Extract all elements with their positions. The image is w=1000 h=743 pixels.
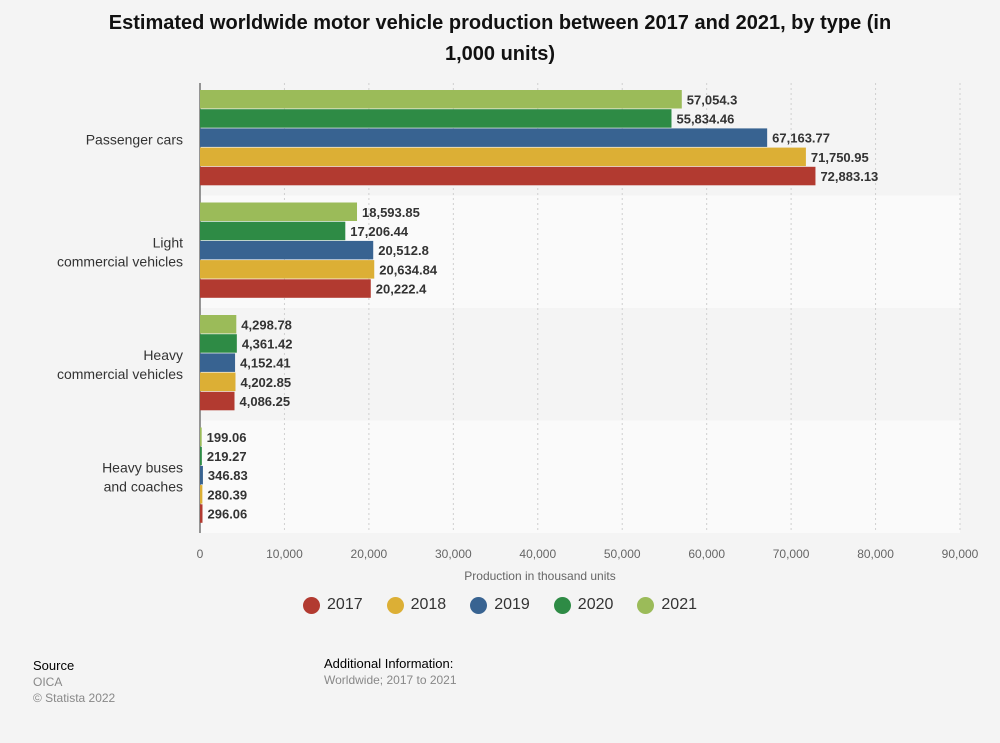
data-label: 4,086.25 — [240, 394, 291, 409]
category-label: Heavy buses and coaches — [102, 459, 183, 494]
data-label: 20,222.4 — [376, 282, 427, 297]
legend-label: 2020 — [577, 596, 614, 613]
x-tick-label: 60,000 — [688, 547, 725, 561]
data-label: 17,206.44 — [350, 224, 409, 239]
bar-2018 — [200, 485, 203, 504]
data-label: 280.39 — [207, 487, 247, 502]
category-label: Heavy commercial vehicles — [57, 347, 183, 382]
x-tick-label: 70,000 — [773, 547, 810, 561]
data-label: 20,634.84 — [379, 262, 438, 277]
legend-item-2017[interactable]: 2017 — [303, 596, 363, 614]
data-label: 219.27 — [207, 449, 247, 464]
additional-info-heading[interactable]: Additional Information: — [324, 656, 454, 671]
category-label-line: Passenger cars — [86, 131, 183, 147]
category-label-line: commercial vehicles — [57, 366, 183, 382]
category-band — [200, 308, 960, 421]
legend-item-2018[interactable]: 2018 — [386, 596, 447, 614]
legend-label: 2021 — [661, 596, 697, 613]
category-label-line: Heavy — [143, 347, 183, 363]
data-label: 20,512.8 — [378, 243, 429, 258]
data-label: 67,163.77 — [772, 131, 830, 146]
legend-marker-icon — [303, 596, 321, 614]
bar-2018 — [200, 147, 806, 167]
bar-2018 — [200, 260, 375, 279]
data-label: 4,361.42 — [242, 336, 293, 351]
bar-2017 — [200, 391, 235, 411]
data-label: 199.06 — [207, 430, 247, 445]
x-tick-label: 20,000 — [351, 547, 388, 561]
x-tick-label: 10,000 — [266, 547, 303, 561]
data-label: 346.83 — [208, 468, 248, 483]
category-label-line: commercial vehicles — [57, 253, 183, 269]
source-name[interactable]: OICA — [33, 675, 63, 689]
bar-2019 — [200, 128, 768, 147]
category-label: Passenger cars — [86, 131, 183, 147]
bar-2019 — [200, 353, 236, 372]
bar-2020 — [200, 446, 202, 466]
source-heading: Source — [33, 658, 75, 673]
data-label: 18,593.85 — [362, 205, 420, 220]
bar-2020 — [200, 334, 237, 353]
bar-2021 — [200, 202, 358, 221]
data-label: 4,202.85 — [240, 375, 291, 390]
legend-label: 2018 — [410, 596, 447, 613]
source-block: Source OICA © Statista 2022 — [33, 658, 115, 706]
chart-title: Estimated worldwide motor vehicle produc… — [108, 12, 892, 65]
bar-2017 — [200, 166, 816, 186]
bar-2021 — [200, 90, 682, 109]
x-axis-title: Production in thousand units — [464, 569, 615, 583]
category-label-line: Light — [153, 234, 183, 250]
legend-marker-icon — [470, 596, 488, 614]
additional-info-text: Worldwide; 2017 to 2021 — [324, 673, 457, 687]
legend-item-2019[interactable]: 2019 — [470, 596, 530, 614]
data-label: 4,152.41 — [240, 356, 291, 371]
x-tick-label: 90,000 — [942, 547, 979, 561]
additional-info-block: Additional Information: Worldwide; 2017 … — [324, 656, 457, 688]
legend-marker-icon — [553, 596, 571, 614]
x-tick-label: 0 — [197, 547, 204, 561]
x-tick-label: 30,000 — [435, 547, 472, 561]
bar-2020 — [200, 221, 346, 241]
legend-label: 2017 — [327, 596, 363, 613]
data-label: 55,834.46 — [676, 111, 734, 126]
x-tick-label: 40,000 — [519, 547, 556, 561]
bar-2019 — [200, 240, 374, 260]
copyright-text[interactable]: © Statista 2022 — [33, 691, 116, 705]
category-label-line: and coaches — [104, 478, 183, 494]
bar-2020 — [200, 109, 672, 128]
bar-2017 — [200, 279, 371, 298]
bar-2018 — [200, 372, 236, 392]
category-label-line: Heavy buses — [102, 459, 183, 475]
bar-2021 — [200, 427, 202, 446]
category-label: Light commercial vehicles — [57, 234, 183, 269]
data-label: 4,298.78 — [241, 317, 292, 332]
legend-marker-icon — [386, 596, 404, 614]
bar-2017 — [200, 504, 203, 523]
x-tick-label: 50,000 — [604, 547, 641, 561]
legend-item-2020[interactable]: 2020 — [553, 596, 614, 614]
bar-chart: 0 10,000 20,000 30,000 40,000 50,000 60,000 70,… — [57, 83, 979, 583]
data-label: 71,750.95 — [811, 150, 869, 165]
chart-legend: 2017 2018 2019 2020 2021 — [0, 596, 1000, 614]
legend-label: 2019 — [494, 596, 530, 613]
bar-2019 — [200, 465, 203, 485]
legend-item-2021[interactable]: 2021 — [637, 596, 697, 614]
data-label: 72,883.13 — [820, 169, 878, 184]
bar-2021 — [200, 315, 237, 334]
legend-marker-icon — [637, 596, 655, 614]
x-tick-label: 80,000 — [857, 547, 894, 561]
category-band — [200, 420, 960, 533]
data-label: 57,054.3 — [687, 92, 738, 107]
data-label: 296.06 — [208, 507, 248, 522]
